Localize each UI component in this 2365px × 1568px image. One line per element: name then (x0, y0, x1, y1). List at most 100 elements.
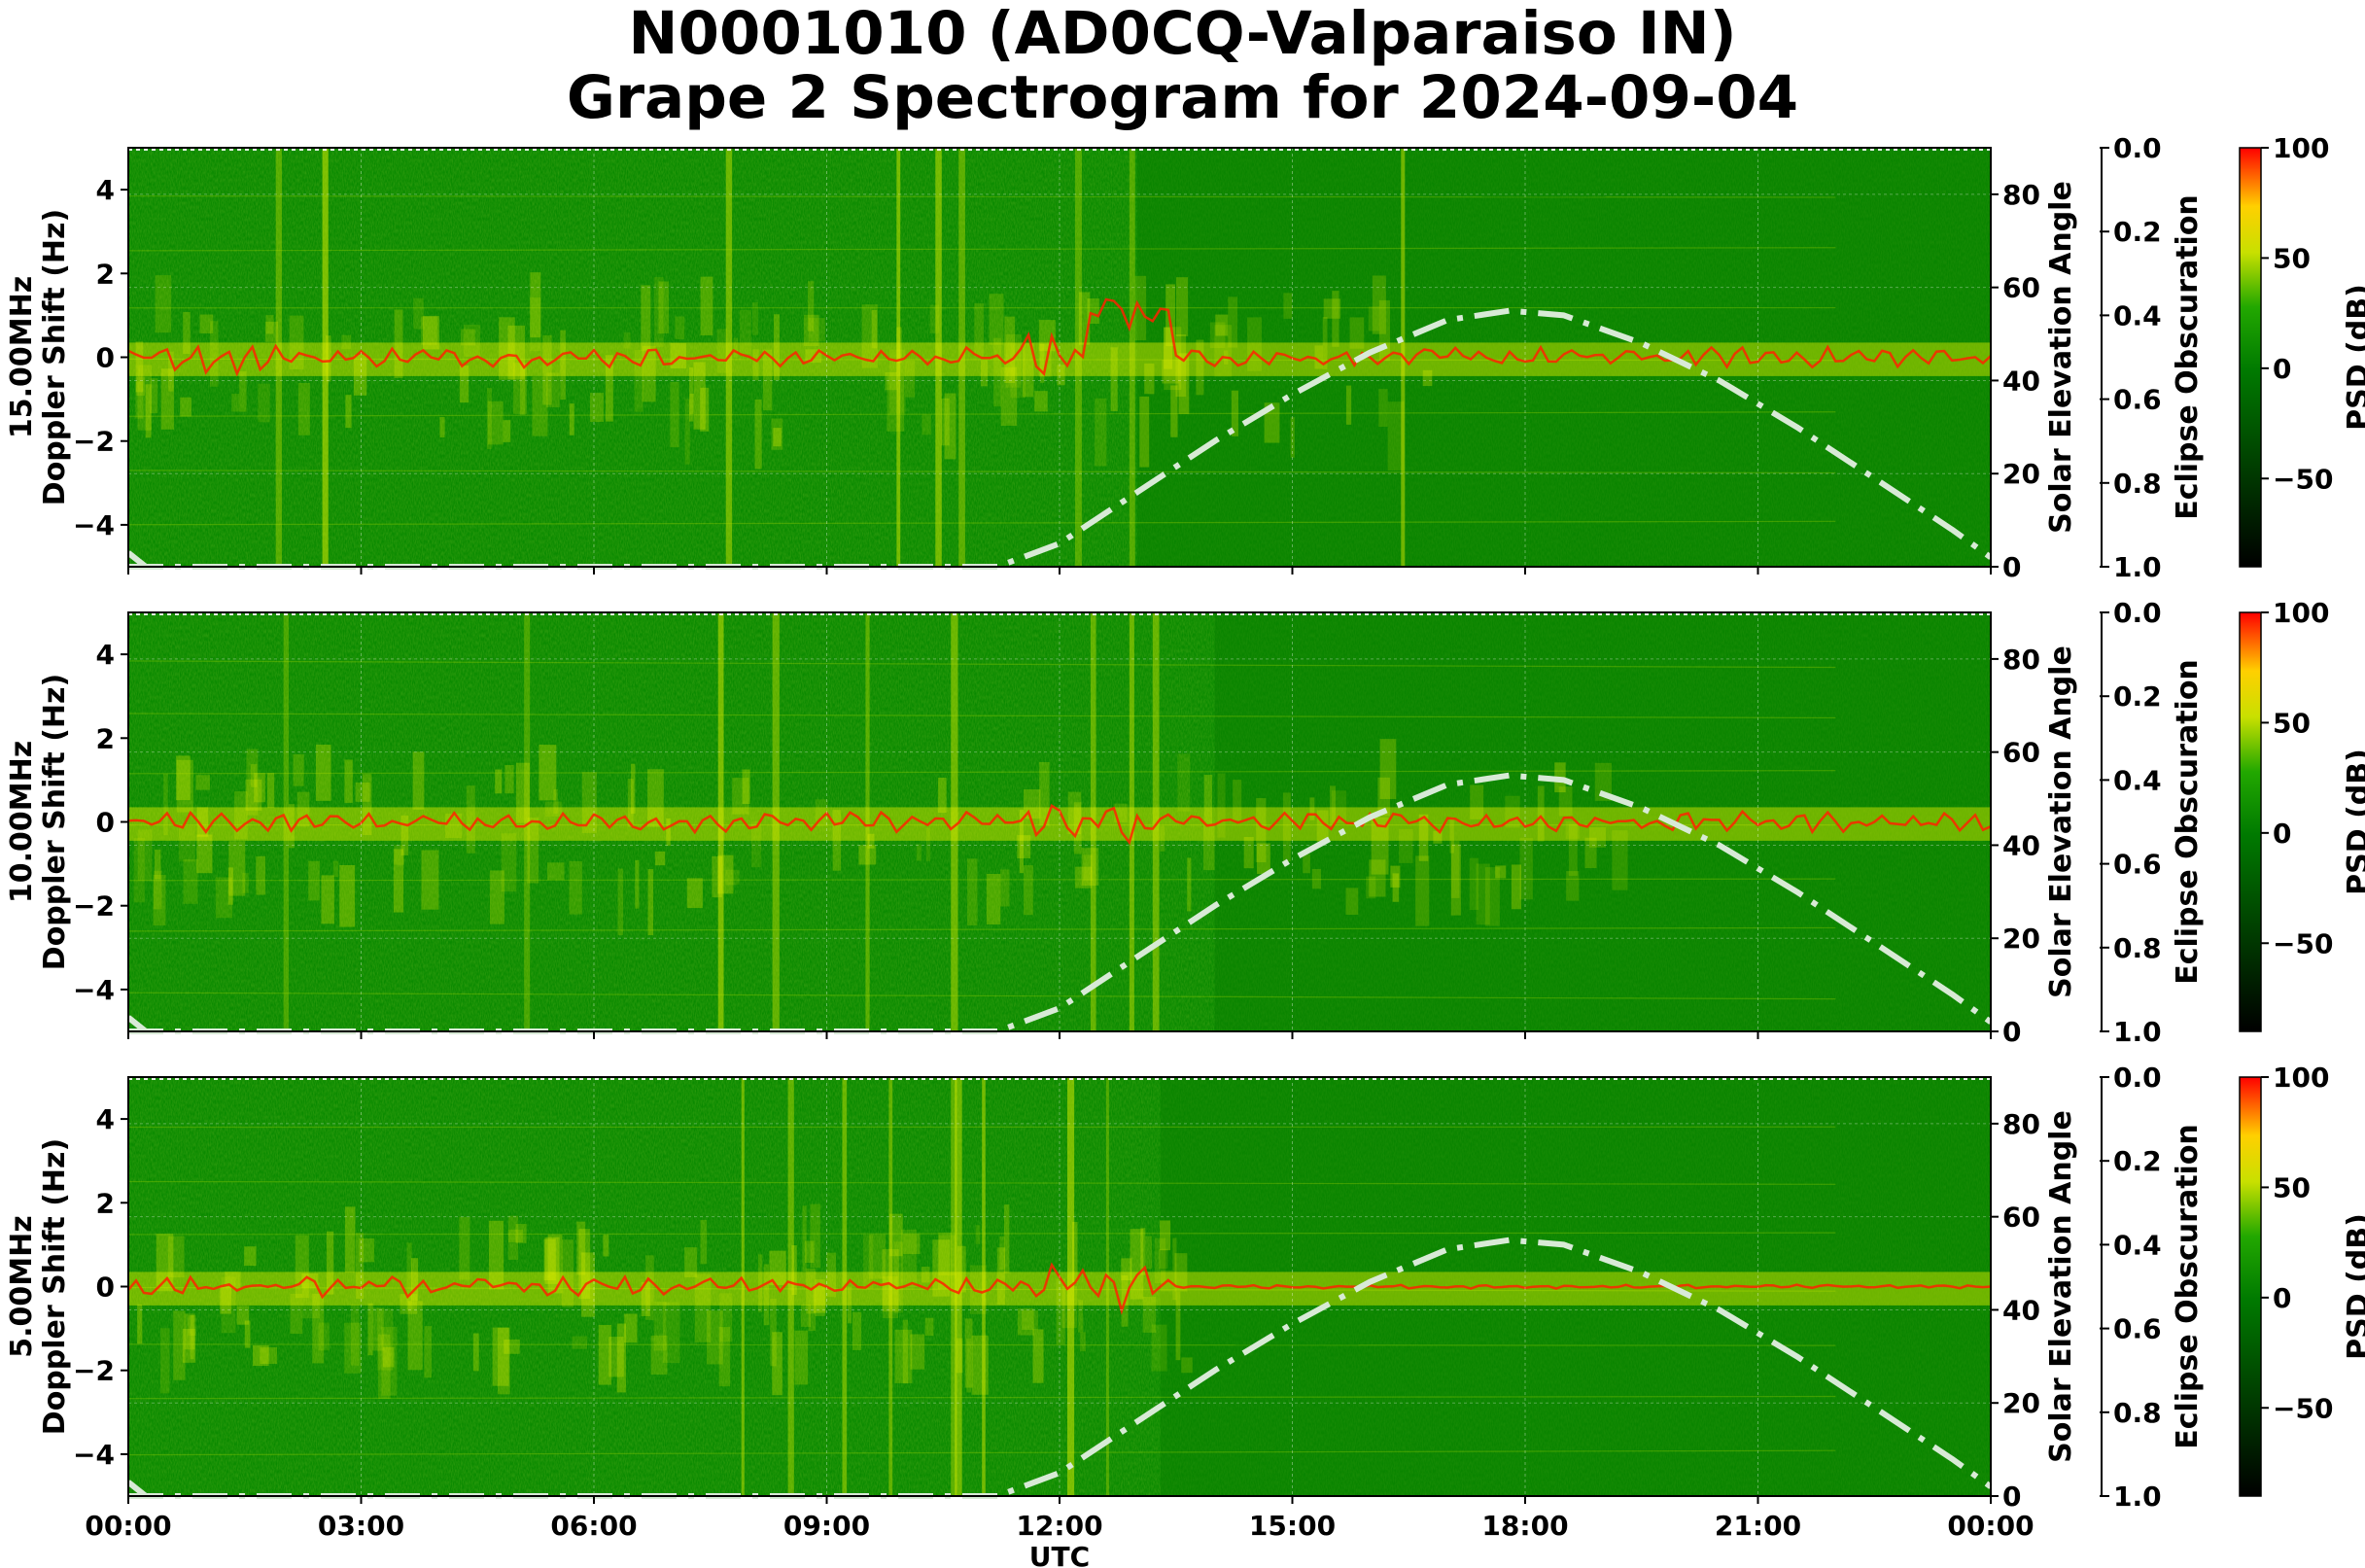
y-tick-label: 2 (96, 1187, 115, 1219)
spread-blob (969, 1265, 988, 1314)
y-axis-label-doppler: Doppler Shift (Hz) (38, 209, 72, 505)
spread-blob (378, 1334, 391, 1399)
spread-blob (808, 1305, 817, 1332)
colorbar-tick-label: 0 (2273, 353, 2291, 385)
y-tick-label: 0 (96, 807, 115, 839)
spread-blob (1203, 775, 1212, 824)
x-tick-label: 00:00 (1947, 1510, 2034, 1542)
spread-blob (1121, 1258, 1132, 1281)
spread-blob (675, 316, 685, 339)
spread-blob (900, 1229, 918, 1287)
spread-blob (662, 1302, 680, 1363)
spread-blob (133, 838, 145, 903)
spread-blob (234, 791, 248, 840)
spread-blob (1314, 345, 1323, 369)
spread-blob (394, 309, 403, 378)
spread-blob (693, 362, 706, 430)
spread-blob (1378, 299, 1391, 362)
eclipse-axis-label-text: Eclipse Obscuration (2171, 1124, 2205, 1449)
spread-blob (806, 1268, 817, 1314)
harmonic-line (127, 470, 1836, 474)
spread-blob (1139, 396, 1150, 468)
spread-blob (1078, 1300, 1084, 1333)
carrier-trace (127, 1262, 1992, 1315)
elevation-axis-label: Solar Elevation Angle (2044, 181, 2078, 534)
eclipse-tick-label: 0.2 (2113, 1145, 2162, 1177)
spread-blob (590, 393, 604, 422)
colorbar-label: PSD (dB) (2342, 749, 2365, 895)
colorbar-tick-label: 50 (2273, 707, 2311, 739)
elevation-tick-label: 60 (2002, 272, 2040, 304)
spread-blob (231, 393, 240, 412)
spread-blob (802, 1205, 807, 1272)
spread-blob (244, 1246, 257, 1267)
spread-blob (894, 1329, 913, 1383)
spread-blob (1519, 838, 1533, 900)
spread-blob (989, 294, 1004, 345)
spread-blob (670, 382, 679, 448)
spread-blob (739, 309, 751, 354)
spread-blob (1110, 347, 1118, 411)
interference-streak (1105, 1077, 1109, 1496)
y-axis-label: 15.00MHz Doppler Shift (Hz) (5, 209, 72, 505)
eclipse-tick-label: 0.8 (2113, 468, 2162, 500)
spread-blob (297, 383, 310, 436)
spread-blob (362, 774, 372, 836)
spread-blob (344, 1206, 356, 1273)
spread-blob (515, 1224, 527, 1243)
spread-blob (135, 376, 146, 396)
spread-blob (1164, 327, 1173, 369)
spread-blob (938, 778, 947, 813)
harmonic-line (127, 358, 1836, 362)
spread-blob (413, 297, 424, 330)
spread-blob (1170, 385, 1178, 437)
spread-blob (733, 337, 739, 358)
eclipse-tick-label: 0.2 (2113, 680, 2162, 713)
spread-blob (264, 321, 279, 342)
spread-blob (463, 325, 480, 357)
spread-blob (1332, 291, 1339, 347)
spread-blob (732, 778, 749, 815)
colorbar-label-text: PSD (dB) (2342, 284, 2365, 431)
x-tick-label: 15:00 (1249, 1510, 1336, 1542)
spread-blob (489, 870, 504, 924)
spread-blob (1369, 859, 1386, 897)
spread-blob (1175, 277, 1189, 336)
spread-blob (808, 318, 825, 342)
spread-blob (996, 1247, 1005, 1306)
spread-blob (605, 355, 613, 422)
elevation-tick-label: 0 (2002, 1016, 2021, 1048)
spread-blob (974, 303, 984, 357)
spread-blob (847, 1286, 852, 1324)
spread-blob (826, 1252, 837, 1298)
elevation-tick-label: 20 (2002, 458, 2040, 490)
y-tick-label: −4 (73, 974, 115, 1006)
spread-blob (810, 1203, 820, 1269)
spread-blob (176, 759, 193, 813)
colorbar-tick-label: 0 (2273, 818, 2291, 850)
spread-blob (717, 854, 734, 894)
spread-blob (199, 314, 214, 333)
y-tick-label: −2 (73, 890, 115, 923)
spread-blob (712, 855, 723, 898)
panel-3: −4 −2 0 2 4 5.00MHz Doppler Shift (Hz) 0 20 40 60 8… (5, 1062, 2365, 1513)
spread-blob (190, 1314, 194, 1360)
spread-blob (135, 341, 144, 393)
spread-blob (183, 858, 198, 904)
spread-blob (754, 399, 762, 470)
eclipse-tick-label: 0.8 (2113, 932, 2162, 964)
spread-blob (196, 834, 213, 874)
eclipse-tick-label: 1.0 (2113, 1481, 2162, 1513)
spread-blob (1451, 841, 1460, 898)
spread-blob (1040, 343, 1045, 383)
spread-blob (472, 1333, 479, 1372)
elevation-tick-label: 80 (2002, 1108, 2040, 1140)
spread-blob (1594, 762, 1612, 801)
x-tick-label: 09:00 (783, 1510, 870, 1542)
interference-streak (717, 612, 724, 1031)
spread-blob (258, 383, 270, 423)
spread-blob (885, 371, 897, 391)
spread-blob (666, 818, 671, 847)
elevation-axis-label: Solar Elevation Angle (2044, 645, 2078, 998)
spread-blob (1165, 284, 1175, 347)
